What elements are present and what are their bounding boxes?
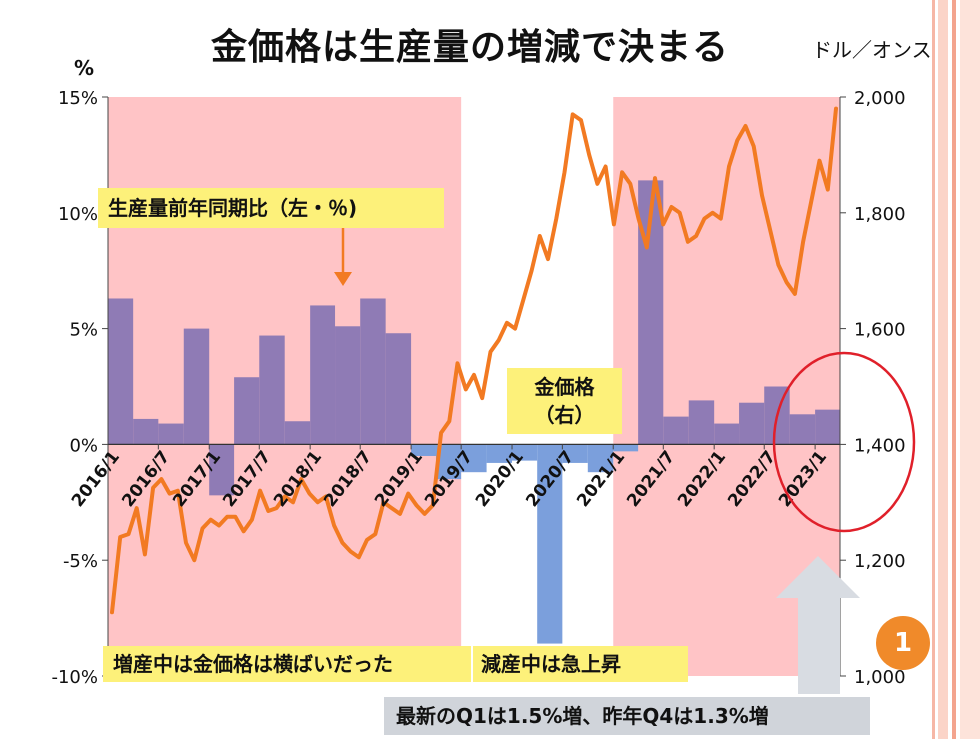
production-bar-2020Q2 — [537, 444, 563, 644]
right-axis-label-0: 1,000 — [854, 667, 906, 688]
right-axis-label-1: 1,200 — [854, 551, 906, 572]
decrease-period-callout: 減産中は急上昇 — [473, 646, 688, 682]
gold-price-callout-line1: 金価格 — [534, 375, 595, 399]
increase-period-callout: 増産中は金価格は横ばいだった — [103, 646, 471, 682]
production-bar-2017Q1 — [209, 444, 235, 496]
production-bar-2022Q4 — [789, 414, 816, 445]
production-bar-2023Q1 — [815, 409, 840, 445]
production-bar-2018Q4 — [385, 333, 412, 445]
left-axis-label-5: 15% — [58, 88, 98, 109]
left-axis-label-3: 5% — [69, 320, 98, 341]
callout-arrow-icon — [334, 272, 352, 286]
decorative-stripes-right — [932, 0, 980, 739]
right-axis-label-4: 1,800 — [854, 204, 906, 225]
latest-data-callout: 最新のQ1は1.5%増、昨年Q4は1.3%増 — [384, 697, 870, 735]
production-bar-2018Q2 — [335, 326, 361, 445]
production-bar-2019Q1 — [411, 444, 436, 456]
production-bar-2017Q4 — [284, 421, 311, 445]
production-bars — [108, 180, 840, 644]
left-axis-label-1: -5% — [63, 551, 98, 572]
production-bar-2019Q3 — [461, 444, 487, 473]
gold-price-callout: 金価格 （右） — [507, 368, 622, 434]
right-axis-unit: ドル／オンス — [812, 38, 932, 62]
page-number-badge: 1 — [876, 616, 930, 670]
production-bar-2016Q3 — [158, 423, 184, 445]
production-bar-2022Q1 — [714, 423, 740, 445]
gold-price-callout-line2: （右） — [534, 403, 595, 427]
left-axis-label-0: -10% — [51, 667, 98, 688]
production-bar-2016Q2 — [133, 418, 159, 445]
highlight-circle — [772, 351, 916, 533]
production-bar-2016Q1 — [108, 298, 134, 445]
production-bar-2018Q3 — [360, 298, 386, 445]
production-bar-2017Q3 — [259, 335, 285, 445]
production-bar-2017Q2 — [234, 377, 260, 445]
gold-price-line — [110, 106, 838, 615]
right-axis-label-2: 1,400 — [854, 435, 906, 456]
up-arrow-icon — [776, 556, 860, 694]
production-bar-2021Q1 — [613, 444, 639, 452]
shaded-periods — [108, 97, 840, 676]
production-bar-2020Q3 — [562, 444, 588, 463]
annotations — [334, 226, 916, 694]
production-bar-2018Q1 — [310, 305, 336, 445]
right-axis-label-3: 1,600 — [854, 320, 906, 341]
production-bar-2019Q4 — [486, 444, 513, 463]
left-axis-label-4: 10% — [58, 204, 98, 225]
production-bar-2020Q4 — [587, 444, 614, 473]
left-axis-labels: -10% -5% 0% 5% 10% 15% — [51, 88, 98, 688]
production-bar-2021Q4 — [688, 400, 715, 445]
page-title: 金価格は生産量の増減で決まる — [210, 27, 729, 68]
production-callout: 生産量前年同期比（左・％) — [98, 188, 444, 228]
production-bar-2021Q3 — [663, 416, 689, 445]
production-bar-2022Q2 — [739, 402, 765, 445]
production-bar-2016Q4 — [183, 328, 210, 445]
left-axis-label-2: 0% — [69, 435, 98, 456]
production-bar-2020Q1 — [512, 444, 538, 461]
left-axis-unit: % — [74, 56, 95, 80]
right-axis-labels: 1,000 1,200 1,400 1,600 1,800 2,000 — [854, 88, 906, 688]
gold-price-series — [110, 106, 838, 615]
right-axis-label-5: 2,000 — [854, 88, 906, 109]
